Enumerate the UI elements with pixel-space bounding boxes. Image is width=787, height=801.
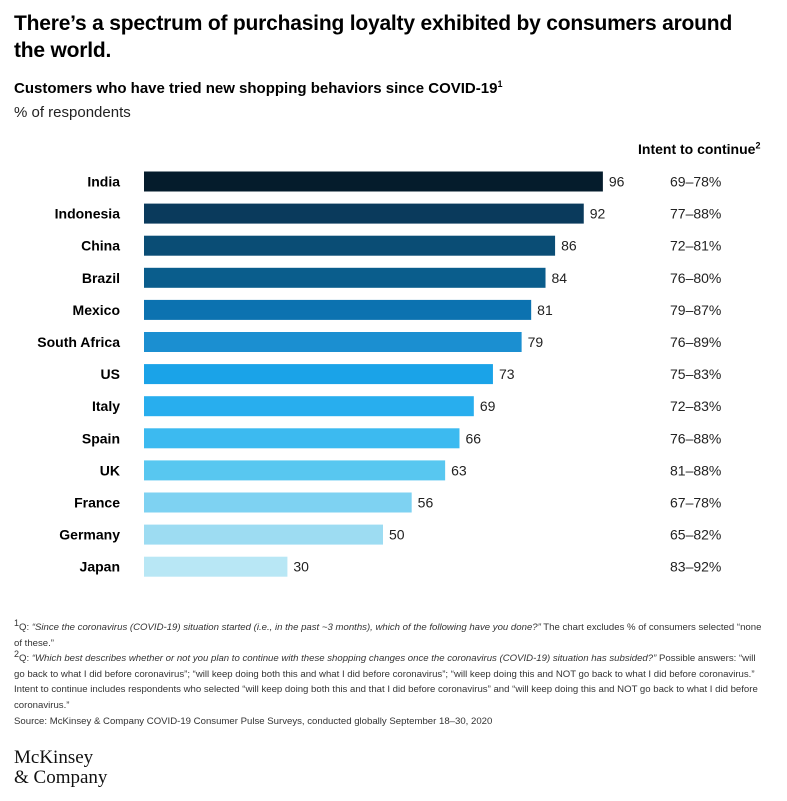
bar-south-africa <box>144 332 522 352</box>
logo-line-2: & Company <box>14 767 108 788</box>
category-label-spain: Spain <box>82 430 120 446</box>
category-label-india: India <box>87 174 120 190</box>
category-label-italy: Italy <box>92 398 120 414</box>
value-label-uk: 63 <box>451 462 467 478</box>
bar-chart: India 96 69–78% Indonesia 92 77–88% China 86 72–… <box>37 171 721 577</box>
bar-indonesia <box>144 203 584 224</box>
bar-brazil <box>144 267 546 288</box>
footnote-1-rest: The chart excludes % of consumers select… <box>14 622 762 649</box>
intent-value-italy: 72–83% <box>670 398 721 414</box>
bar-us <box>144 364 493 385</box>
category-label-indonesia: Indonesia <box>55 206 121 222</box>
category-label-china: China <box>81 238 120 254</box>
bar-mexico <box>144 299 532 320</box>
headline: There’s a spectrum of purchasing loyalty… <box>14 12 733 62</box>
value-label-india: 96 <box>609 174 625 190</box>
intent-value-mexico: 79–87% <box>670 302 721 318</box>
mckinsey-logo: McKinsey & Company <box>14 748 107 788</box>
category-label-south-africa: South Africa <box>37 334 120 350</box>
intent-value-france: 67–78% <box>670 495 721 511</box>
value-label-south-africa: 79 <box>528 334 544 350</box>
intent-footnote-mark: 2 <box>755 140 761 151</box>
footnote-2-question: “Which best describes whether or not you… <box>31 653 657 665</box>
value-label-italy: 69 <box>480 398 496 414</box>
value-label-brazil: 84 <box>552 270 568 286</box>
value-label-japan: 30 <box>293 559 309 575</box>
intent-header-text: Intent to continue <box>638 141 756 157</box>
bar-china <box>144 235 556 256</box>
value-label-us: 73 <box>499 366 515 382</box>
bar-germany <box>144 524 383 545</box>
bar-spain <box>144 428 460 449</box>
footnotes: 1Q: “Since the coronavirus (COVID-19) si… <box>14 617 764 729</box>
intent-value-spain: 76–88% <box>670 430 721 446</box>
intent-value-uk: 81–88% <box>670 462 721 478</box>
footnote-1-mark: 1 <box>14 617 20 628</box>
footnote-2-lead: Q: <box>19 653 32 665</box>
category-label-brazil: Brazil <box>82 270 120 286</box>
intent-column-header: Intent to continue2 <box>638 141 760 157</box>
footnote-1-question: “Since the coronavirus (COVID-19) situat… <box>31 622 541 633</box>
unit-label: % of respondents <box>14 104 131 121</box>
category-label-us: US <box>101 366 120 382</box>
intent-value-japan: 83–92% <box>670 559 721 575</box>
category-label-france: France <box>74 495 120 511</box>
intent-value-south-africa: 76–89% <box>670 334 721 350</box>
value-label-indonesia: 92 <box>590 206 606 222</box>
bar-italy <box>144 396 474 417</box>
footnote-2-rest: Possible answers: “will go back to what … <box>14 653 758 711</box>
footnote-2: 2Q: “Which best describes whether or not… <box>14 649 764 713</box>
bar-france <box>144 492 412 513</box>
source-note: Source: McKinsey & Company COVID-19 Cons… <box>14 715 493 727</box>
footnote-1-lead: Q: <box>19 622 32 633</box>
value-label-mexico: 81 <box>537 302 553 318</box>
value-label-germany: 50 <box>389 527 405 543</box>
intent-value-india: 69–78% <box>670 174 721 190</box>
intent-value-germany: 65–82% <box>670 527 721 543</box>
category-label-mexico: Mexico <box>73 302 120 318</box>
subtitle-footnote-mark: 1 <box>497 79 503 89</box>
footnote-2-mark: 2 <box>14 649 20 659</box>
bar-india <box>144 171 603 192</box>
chart-subtitle-text: Customers who have tried new shopping be… <box>14 80 498 97</box>
value-label-china: 86 <box>561 238 577 254</box>
category-label-japan: Japan <box>80 559 120 575</box>
intent-value-indonesia: 77–88% <box>670 206 721 222</box>
category-label-uk: UK <box>100 462 120 478</box>
intent-value-us: 75–83% <box>670 366 721 382</box>
value-label-spain: 66 <box>465 430 481 446</box>
bar-japan <box>144 556 288 577</box>
bar-uk <box>144 460 446 481</box>
intent-value-china: 72–81% <box>670 238 721 254</box>
category-label-germany: Germany <box>59 527 120 543</box>
logo-line-1: McKinsey <box>14 747 94 768</box>
footnote-1: 1Q: “Since the coronavirus (COVID-19) si… <box>14 617 764 651</box>
value-label-france: 56 <box>418 495 434 511</box>
chart-subtitle: Customers who have tried new shopping be… <box>14 79 503 98</box>
intent-value-brazil: 76–80% <box>670 270 721 286</box>
